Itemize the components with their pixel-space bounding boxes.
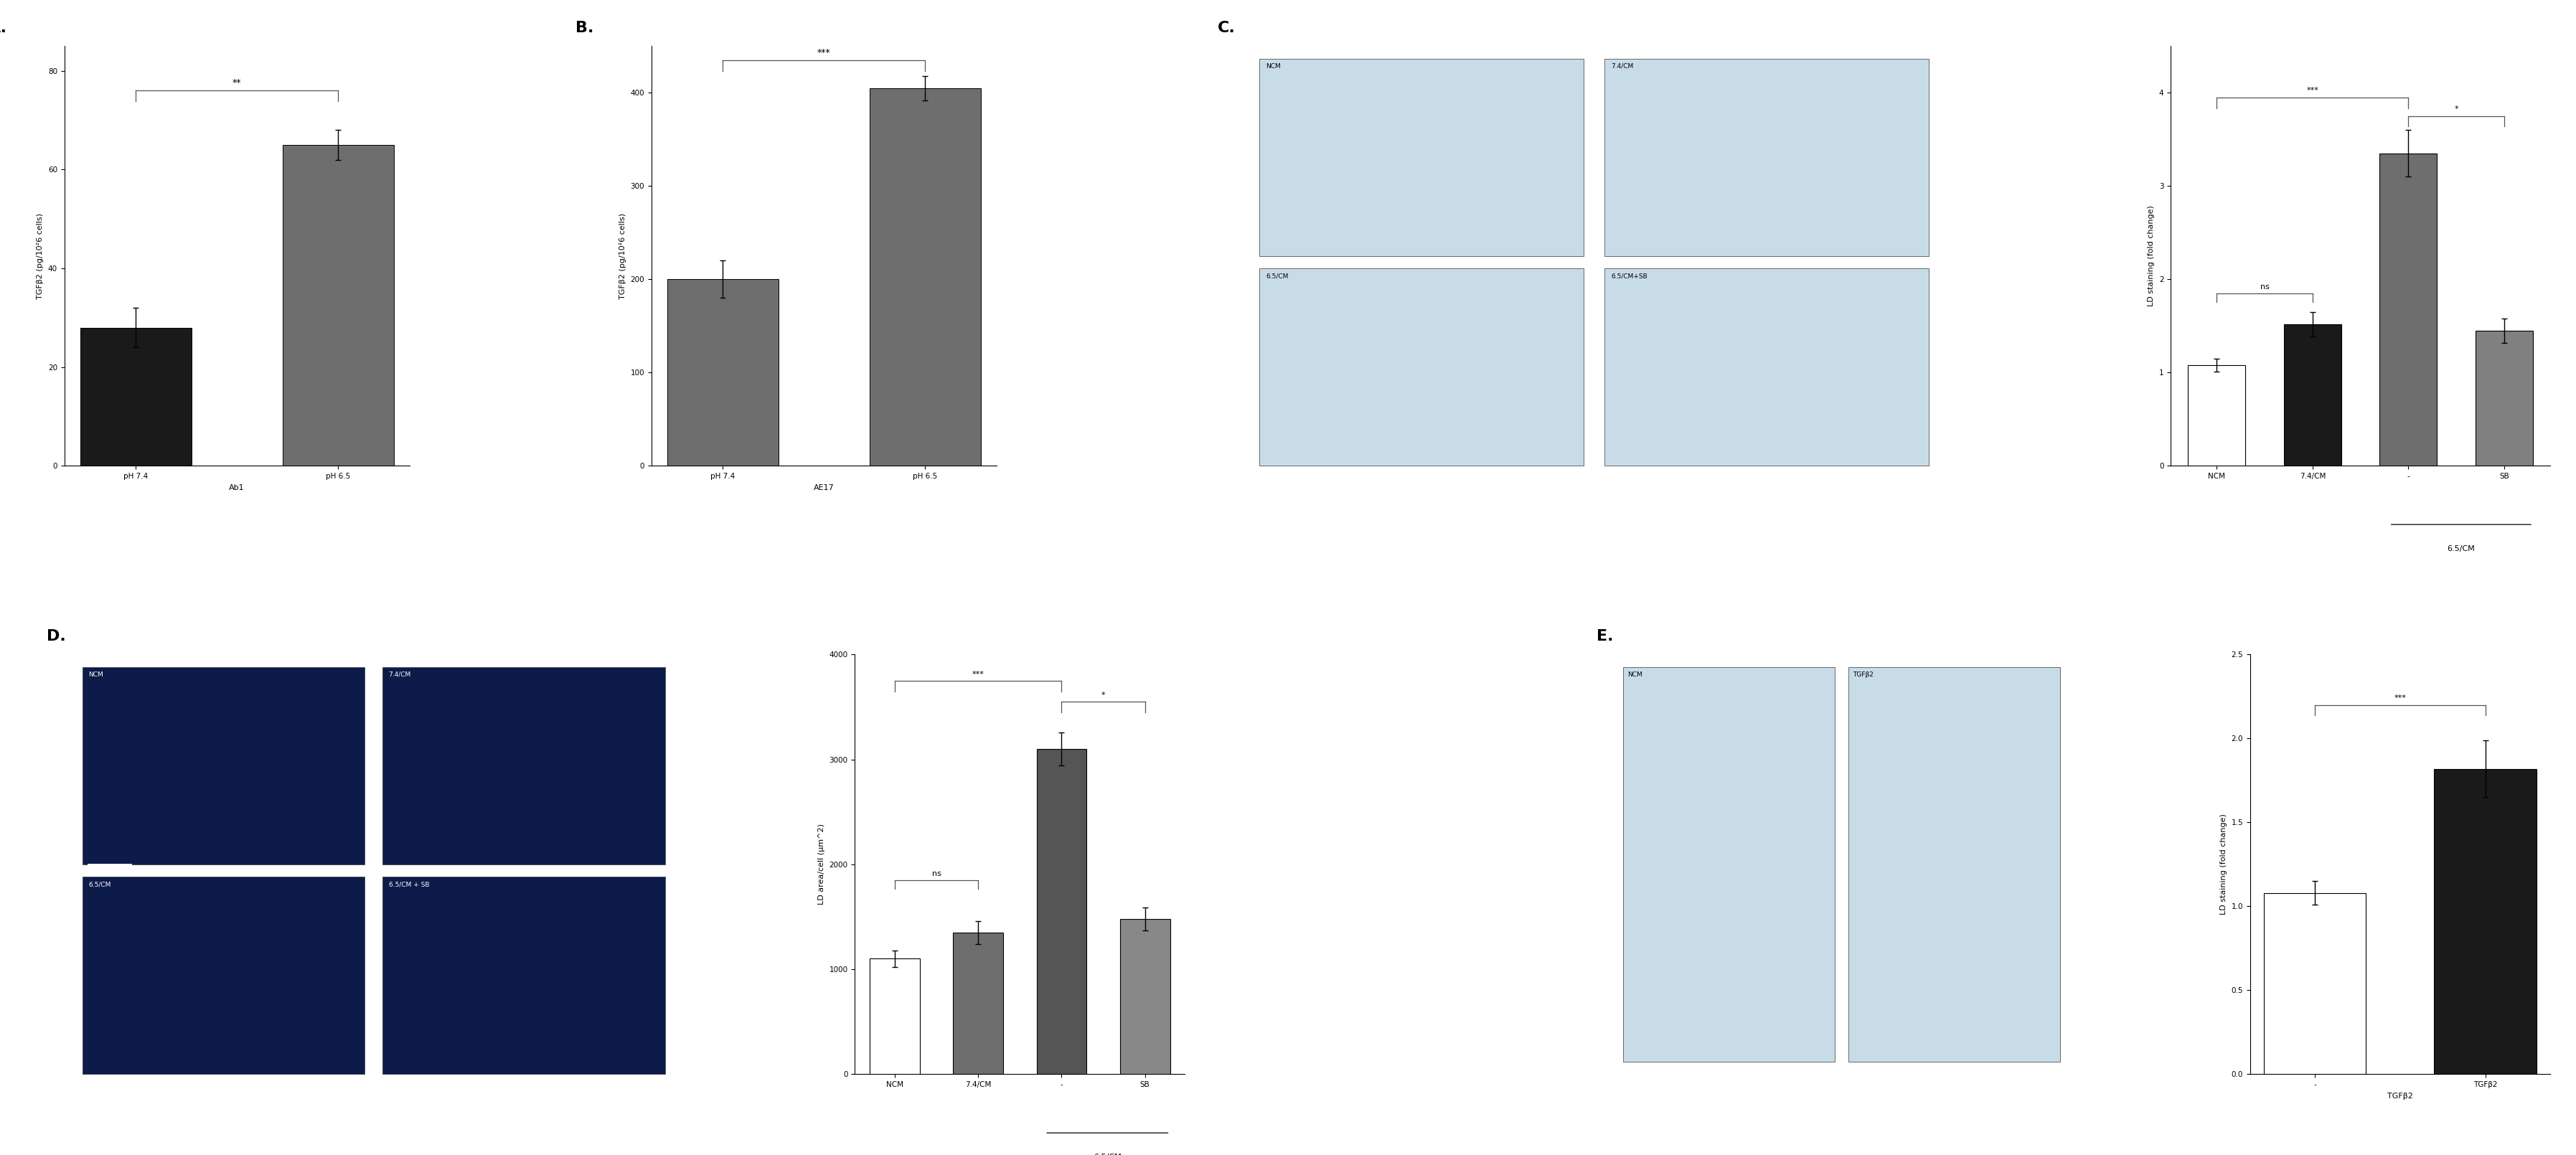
X-axis label: Ab1: Ab1 bbox=[229, 484, 245, 491]
Text: ns: ns bbox=[2259, 284, 2269, 291]
Bar bbox=[2187, 365, 2246, 465]
FancyBboxPatch shape bbox=[1605, 59, 1929, 256]
X-axis label: TGFβ2: TGFβ2 bbox=[2388, 1093, 2414, 1100]
Text: ***: *** bbox=[2393, 694, 2406, 702]
Y-axis label: LD staining (fold change): LD staining (fold change) bbox=[2148, 206, 2156, 306]
Bar bbox=[2476, 330, 2532, 465]
X-axis label: AE17: AE17 bbox=[814, 484, 835, 491]
Text: 6.5/CM + SB: 6.5/CM + SB bbox=[389, 881, 430, 887]
Y-axis label: LD area/cell (μm^2): LD area/cell (μm^2) bbox=[817, 824, 824, 904]
Bar bbox=[2264, 893, 2365, 1074]
FancyBboxPatch shape bbox=[384, 668, 665, 864]
Text: ***: *** bbox=[2306, 87, 2318, 95]
Text: *: * bbox=[1100, 692, 1105, 699]
Y-axis label: LD staining (fold change): LD staining (fold change) bbox=[2221, 814, 2228, 915]
Bar bbox=[871, 959, 920, 1074]
Bar bbox=[953, 932, 1002, 1074]
Text: 6.5/CM: 6.5/CM bbox=[1267, 273, 1288, 280]
Bar bbox=[871, 88, 981, 465]
Text: 6.5/CM: 6.5/CM bbox=[88, 881, 111, 887]
Bar bbox=[283, 144, 394, 465]
Bar bbox=[1121, 919, 1170, 1074]
Text: A.: A. bbox=[0, 21, 8, 36]
Text: E.: E. bbox=[1597, 629, 1613, 643]
FancyBboxPatch shape bbox=[1260, 59, 1584, 256]
Text: NCM: NCM bbox=[1267, 64, 1280, 69]
Text: C.: C. bbox=[1218, 21, 1236, 36]
Bar bbox=[2380, 154, 2437, 465]
FancyBboxPatch shape bbox=[1260, 269, 1584, 465]
Text: *: * bbox=[2455, 106, 2458, 113]
Bar bbox=[2434, 769, 2537, 1074]
Text: ***: *** bbox=[971, 671, 984, 678]
Text: TGFβ2: TGFβ2 bbox=[1852, 671, 1873, 678]
Text: 7.4/CM: 7.4/CM bbox=[1610, 64, 1633, 69]
Text: D.: D. bbox=[46, 629, 64, 643]
FancyBboxPatch shape bbox=[1623, 668, 1834, 1061]
Y-axis label: TGFβ2 (pg/10²6 cells): TGFβ2 (pg/10²6 cells) bbox=[618, 213, 626, 299]
Text: 6.5/CM: 6.5/CM bbox=[2447, 545, 2476, 552]
Y-axis label: TGFβ2 (pg/10²6 cells): TGFβ2 (pg/10²6 cells) bbox=[36, 213, 44, 299]
Text: 7.4/CM: 7.4/CM bbox=[389, 671, 412, 678]
Text: **: ** bbox=[232, 79, 242, 88]
Bar bbox=[667, 280, 778, 465]
FancyBboxPatch shape bbox=[82, 877, 366, 1074]
FancyBboxPatch shape bbox=[1605, 269, 1929, 465]
Bar bbox=[1036, 748, 1087, 1074]
Bar bbox=[80, 328, 191, 465]
FancyBboxPatch shape bbox=[1850, 668, 2061, 1061]
Text: ***: *** bbox=[817, 47, 829, 57]
Text: NCM: NCM bbox=[1628, 671, 1643, 678]
FancyBboxPatch shape bbox=[82, 668, 366, 864]
Bar bbox=[2285, 325, 2342, 465]
Text: 6.5/CM+SB: 6.5/CM+SB bbox=[1610, 273, 1649, 280]
Text: B.: B. bbox=[574, 21, 592, 36]
Text: ns: ns bbox=[933, 871, 940, 878]
FancyBboxPatch shape bbox=[384, 877, 665, 1074]
Text: NCM: NCM bbox=[88, 671, 103, 678]
